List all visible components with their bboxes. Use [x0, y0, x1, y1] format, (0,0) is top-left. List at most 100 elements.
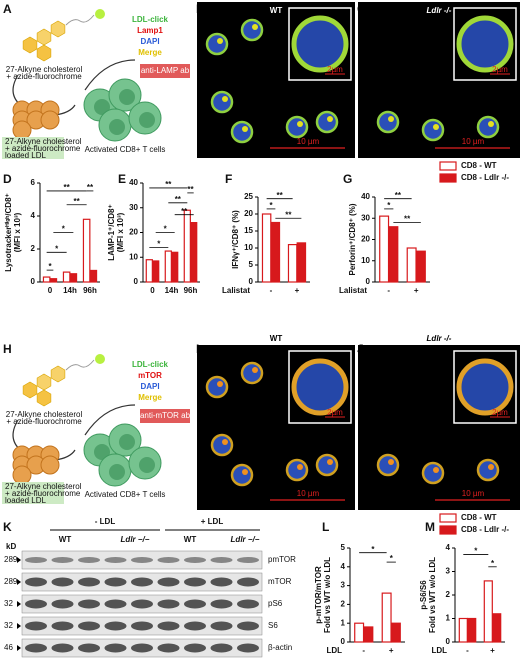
stain-label: Merge	[138, 48, 162, 57]
sig-label: *	[62, 225, 66, 234]
cell	[376, 110, 400, 134]
inset-cell	[291, 15, 349, 73]
y-axis-label: Perforin⁺/CD8⁺ (%)	[348, 203, 357, 275]
band	[78, 643, 100, 653]
protein-label: mTOR	[268, 577, 292, 586]
y-tick-label: 1	[341, 618, 346, 627]
y-tick-label: 30	[361, 213, 370, 222]
scale-label: 10 µm	[297, 137, 320, 146]
hexagon	[22, 36, 38, 54]
y-tick-label: 10	[361, 256, 370, 265]
legend-swatch	[439, 173, 457, 183]
band	[237, 621, 259, 631]
y-tick-label: 3	[341, 581, 346, 590]
puncta	[252, 367, 258, 373]
nucleus	[139, 112, 155, 128]
sig-label: **	[404, 215, 411, 224]
puncta	[222, 96, 228, 102]
nucleus	[109, 119, 125, 135]
nucleus	[119, 89, 135, 105]
hexagon	[36, 389, 52, 407]
cell	[230, 463, 254, 487]
band	[237, 643, 259, 653]
antibody-label: anti-mTOR ab	[140, 411, 191, 420]
x-tick-label: +	[295, 286, 300, 295]
band	[184, 643, 206, 653]
y-tick-label: 0	[249, 277, 254, 286]
bar	[381, 592, 392, 643]
ldl-particle	[40, 455, 60, 475]
mw-marker: 289	[4, 577, 18, 586]
x-tick-label: 96h	[83, 286, 97, 295]
bar	[492, 613, 502, 643]
legend-label: CD8 - WT	[461, 513, 497, 522]
y-tick-label: 15	[244, 226, 253, 235]
band	[51, 643, 74, 653]
band	[51, 557, 74, 563]
band	[51, 599, 74, 609]
hexagon	[22, 381, 38, 399]
x-tick-label: 96h	[184, 286, 198, 295]
sig-label: *	[164, 225, 168, 234]
band	[210, 577, 233, 587]
y-tick-label: 6	[31, 178, 36, 187]
bar	[49, 278, 58, 283]
sig-label: *	[371, 545, 375, 554]
nucleus	[94, 444, 110, 460]
x-tick-label: -	[270, 286, 273, 295]
puncta	[242, 126, 248, 132]
ldl-particle	[40, 110, 60, 130]
legend-swatch	[439, 525, 457, 535]
band	[210, 643, 233, 653]
hexagon	[50, 20, 66, 38]
bar	[261, 213, 272, 283]
inset-cell	[456, 358, 514, 416]
hexagon	[36, 373, 52, 391]
y-axis-label: (MFI x 10³)	[116, 212, 125, 252]
ldl-label: 27-Alkyne cholesterol	[5, 137, 82, 146]
puncta	[242, 469, 248, 475]
fluorochrome	[95, 9, 105, 19]
marker-arrow	[17, 601, 21, 607]
y-tick-label: 0	[31, 277, 36, 286]
stain-label: LDL-click	[132, 15, 169, 24]
puncta	[222, 439, 228, 445]
probe-label: + azide-fluorochrome	[6, 72, 82, 81]
ldl-label: + azide-fluorochrome	[5, 489, 81, 498]
cell	[210, 433, 234, 457]
sig-label: **	[187, 185, 194, 194]
protein-label: S6	[268, 621, 278, 630]
y-tick-label: 2	[31, 244, 36, 253]
bar	[270, 221, 281, 283]
puncta	[388, 459, 394, 465]
band	[51, 577, 74, 587]
mw-marker: 46	[4, 643, 13, 652]
band	[25, 577, 47, 587]
bar	[483, 580, 493, 643]
bar	[69, 273, 78, 283]
x-axis-label: LDL	[431, 646, 447, 655]
ldl-box	[2, 482, 64, 504]
y-tick-label: 25	[244, 192, 253, 201]
panel-letter: M	[425, 520, 435, 534]
antibody-label: anti-LAMP ab	[141, 66, 190, 75]
bar	[467, 617, 477, 643]
panel-letter: K	[3, 520, 12, 534]
sig-label: **	[395, 191, 402, 200]
band	[104, 621, 127, 631]
bar	[390, 622, 401, 643]
arrow	[84, 404, 136, 436]
inset-scale: 2µm	[492, 65, 508, 74]
y-axis-label: p-S6/S6	[419, 580, 428, 610]
sig-label: **	[285, 210, 292, 219]
y-axis-label: Fold vs WT w/o LDL	[323, 557, 332, 633]
bar	[379, 215, 390, 283]
cell	[230, 120, 254, 144]
sig-label: **	[74, 197, 81, 206]
hexagon	[50, 365, 66, 383]
y-tick-label: 3	[446, 567, 451, 576]
scale-label: 10 µm	[462, 489, 485, 498]
cell	[315, 110, 339, 134]
lane-label: Ldlr −/−	[121, 535, 150, 544]
